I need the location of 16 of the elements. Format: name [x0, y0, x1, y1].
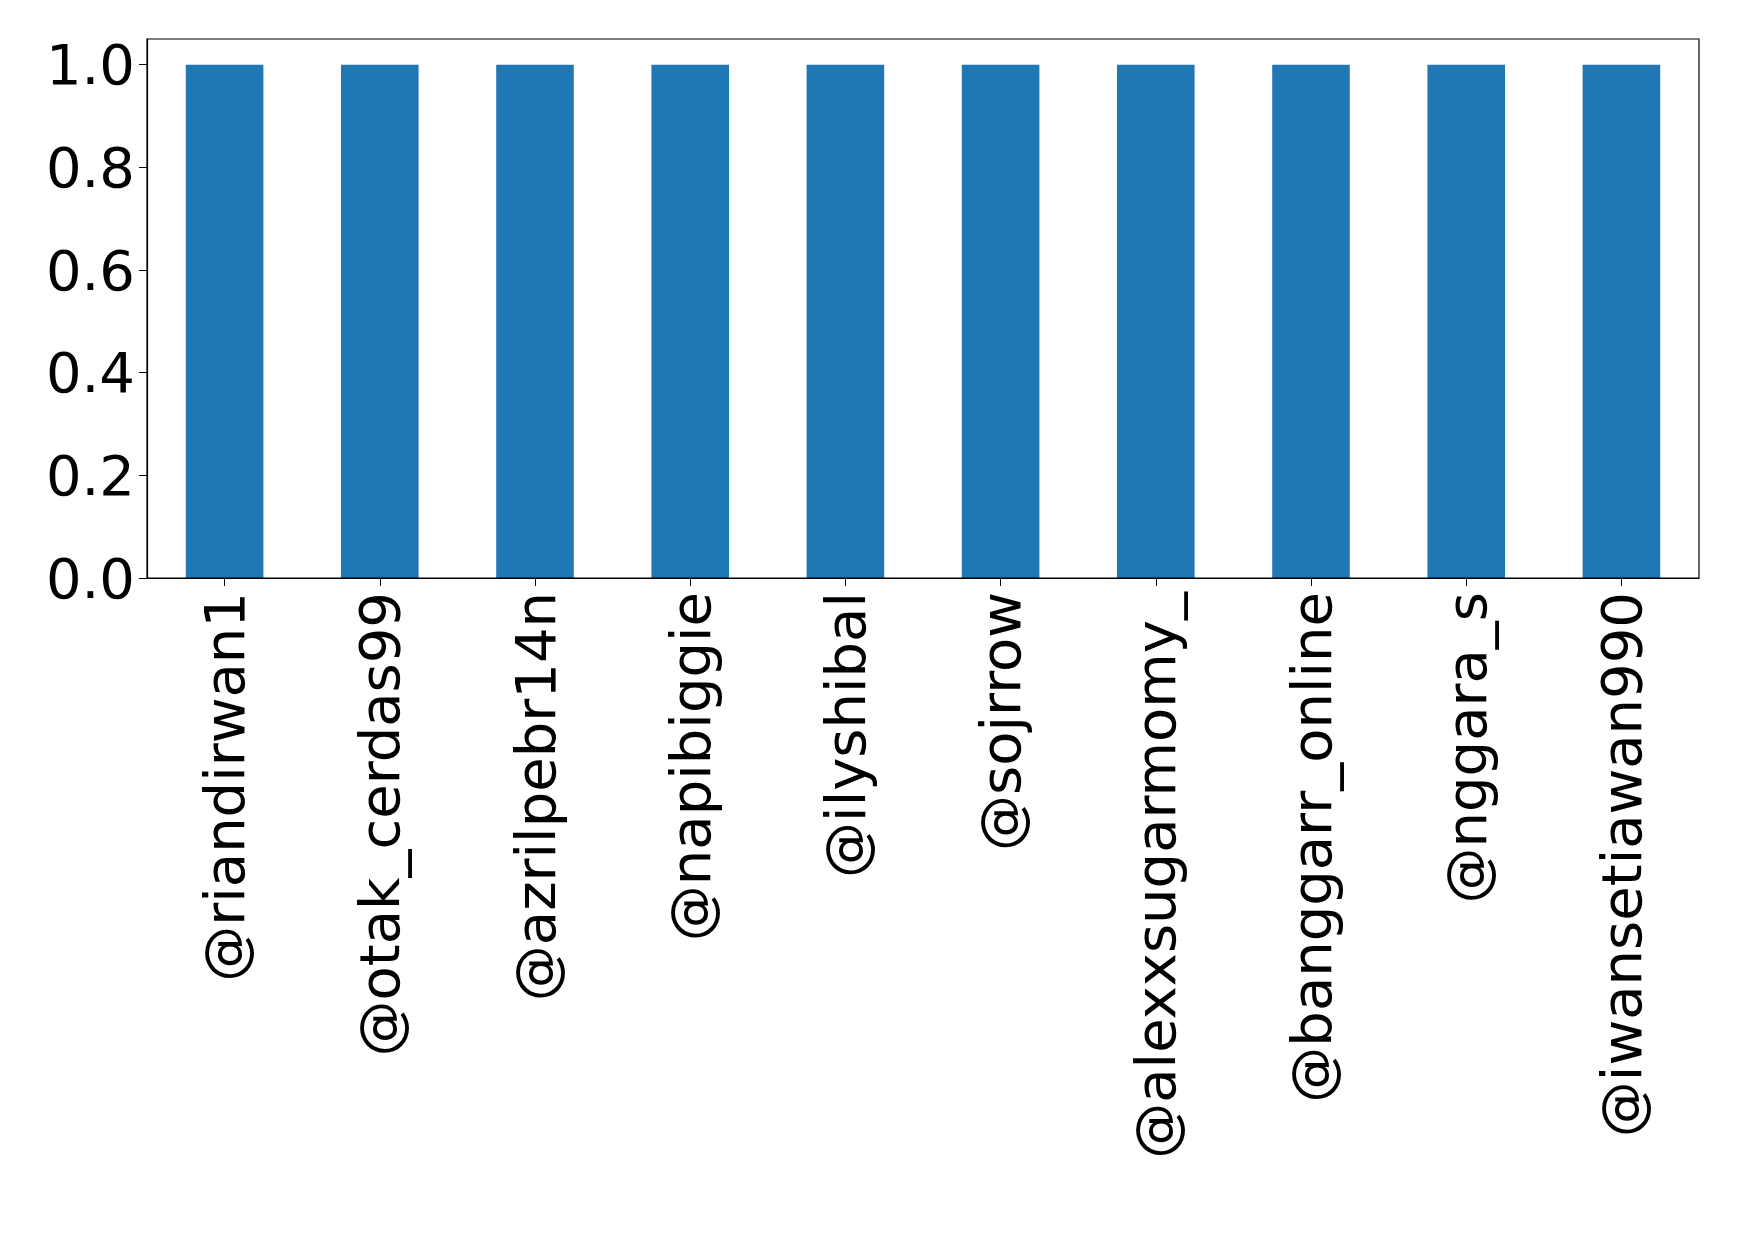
y-tick-label: 0.2: [45, 442, 135, 508]
x-tick-label: @otak_cerdas99: [347, 592, 413, 1057]
x-tick-label: @iwansetiawan990: [1588, 592, 1654, 1138]
x-tick-label: @azrilpebr14n: [502, 592, 568, 1002]
x-tick-label: @alexxsugarmomy_: [1123, 591, 1189, 1159]
y-tick-label: 0.4: [45, 340, 135, 406]
x-tick-label: @sojrrow: [968, 592, 1034, 851]
y-tick-label: 0.6: [45, 237, 135, 303]
y-tick-label: 1.0: [45, 32, 135, 98]
x-tick-label: @nggara_s: [1433, 592, 1499, 904]
x-tick-label: @ilyshibal: [812, 592, 878, 878]
x-tick-label: @banggarr_online: [1278, 592, 1344, 1103]
y-tick-label: 0.0: [45, 545, 135, 611]
x-tick-label: @napibiggie: [657, 592, 723, 942]
y-tick-label: 0.8: [45, 134, 135, 200]
x-tick-label: @riandirwan1: [192, 592, 258, 982]
